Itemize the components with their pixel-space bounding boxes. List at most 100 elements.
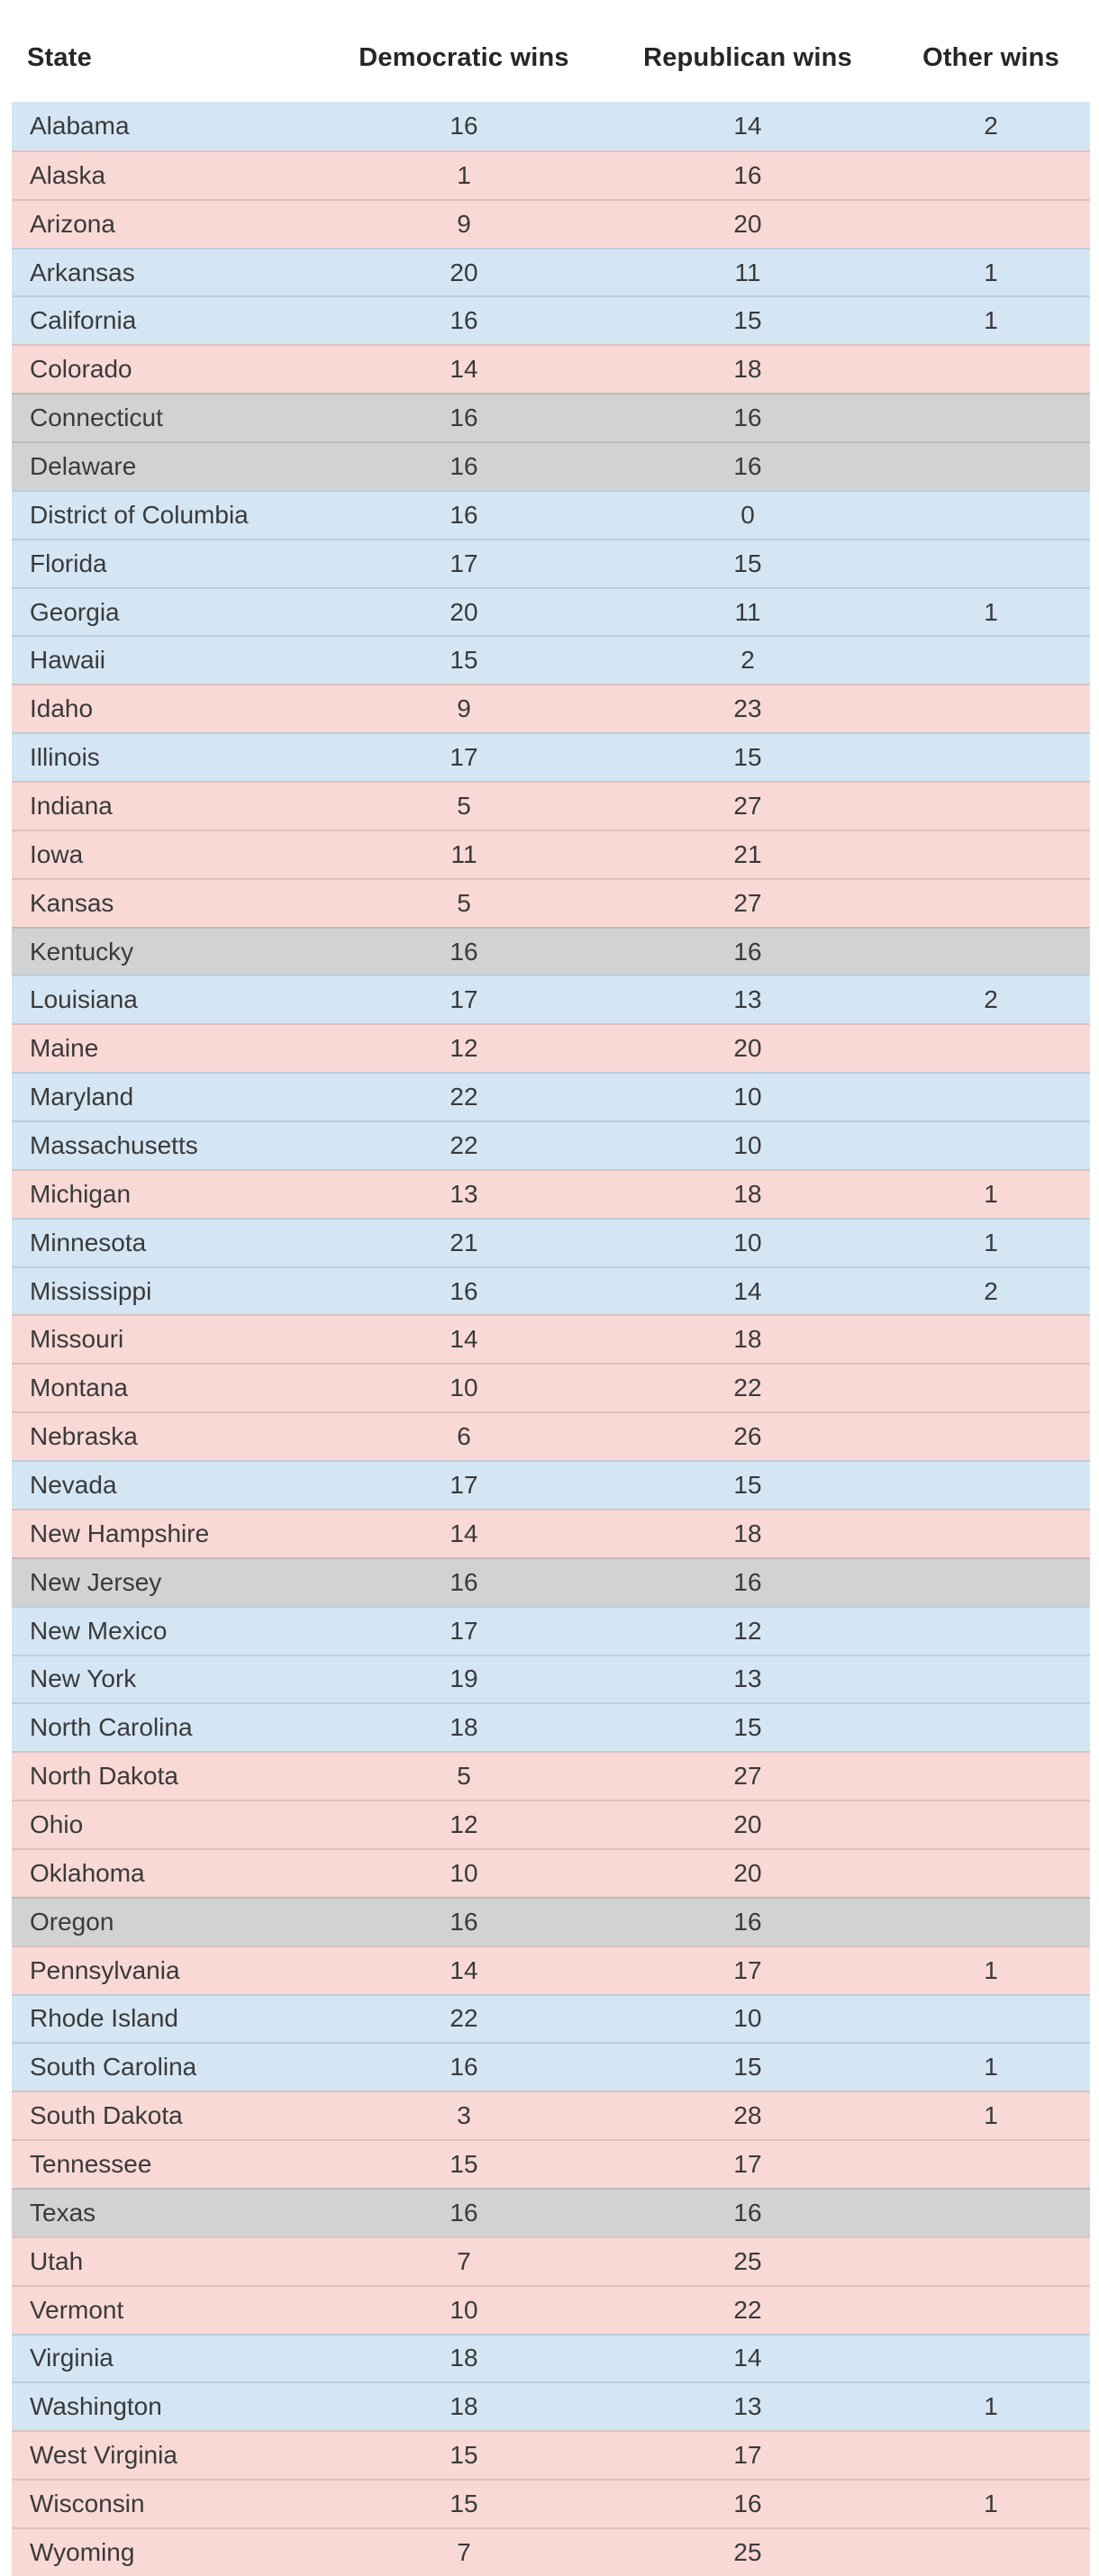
republican-wins-cell: 16 xyxy=(733,2490,762,2518)
state-cell: New Mexico xyxy=(30,1616,168,1645)
other-wins-cell: 1 xyxy=(984,306,998,335)
state-cell: North Dakota xyxy=(30,1762,178,1791)
democratic-wins-cell: 6 xyxy=(457,1422,471,1451)
state-cell: Tennessee xyxy=(30,2150,152,2179)
table-row: Kentucky 16 16 xyxy=(12,926,1090,975)
republican-wins-cell: 18 xyxy=(733,1519,762,1547)
other-wins-cell: 2 xyxy=(984,111,998,140)
democratic-wins-cell: 9 xyxy=(457,209,471,238)
republican-wins-cell: 22 xyxy=(733,2295,762,2324)
democratic-wins-cell: 5 xyxy=(457,1762,471,1791)
state-cell: Nevada xyxy=(30,1470,117,1499)
democratic-wins-cell: 17 xyxy=(450,985,478,1014)
republican-wins-column-header: Republican wins xyxy=(643,43,852,72)
other-wins-cell: 1 xyxy=(984,2053,998,2082)
democratic-wins-cell: 15 xyxy=(450,2150,478,2179)
table-row: Texas 16 16 xyxy=(12,2187,1090,2236)
democratic-wins-cell: 16 xyxy=(450,306,478,335)
table-row: Hawaii 15 2 xyxy=(12,635,1090,685)
republican-wins-cell: 18 xyxy=(733,1325,762,1354)
democratic-wins-cell: 16 xyxy=(450,1907,478,1936)
state-cell: Idaho xyxy=(30,694,94,723)
table-row: Wisconsin 15 16 1 xyxy=(12,2479,1090,2527)
state-cell: Maine xyxy=(30,1034,99,1063)
other-wins-cell: 1 xyxy=(984,597,998,626)
state-cell: Massachusetts xyxy=(30,1130,198,1159)
democratic-wins-cell: 14 xyxy=(450,1519,478,1547)
republican-wins-cell: 17 xyxy=(733,2441,762,2470)
table-row: Oregon 16 16 xyxy=(12,1896,1090,1946)
republican-wins-cell: 13 xyxy=(733,1664,762,1693)
state-cell: Florida xyxy=(30,549,107,577)
democratic-wins-cell: 16 xyxy=(450,2198,478,2227)
democratic-wins-cell: 1 xyxy=(457,160,471,189)
democratic-wins-cell: 16 xyxy=(450,1276,478,1305)
republican-wins-cell: 16 xyxy=(733,1567,762,1596)
state-cell: Kansas xyxy=(30,888,114,917)
democratic-wins-cell: 16 xyxy=(450,404,478,432)
republican-wins-cell: 10 xyxy=(733,2004,762,2033)
republican-wins-cell: 15 xyxy=(733,306,762,335)
table-row: Illinois 17 15 xyxy=(12,732,1090,782)
table-row: Vermont 10 22 xyxy=(12,2284,1090,2334)
republican-wins-cell: 27 xyxy=(733,791,762,820)
table-body: Alabama 16 14 2 Alaska 1 16 Arizona 9 20… xyxy=(0,102,1099,2576)
republican-wins-cell: 16 xyxy=(733,451,762,480)
table-row: Rhode Island 22 10 xyxy=(12,1993,1090,2043)
democratic-wins-cell: 15 xyxy=(450,2441,478,2470)
table-row: Arkansas 20 11 1 xyxy=(12,247,1090,296)
state-cell: New Jersey xyxy=(30,1567,162,1596)
democratic-wins-cell: 20 xyxy=(450,597,478,626)
democratic-wins-cell: 16 xyxy=(450,111,478,140)
republican-wins-cell: 28 xyxy=(733,2101,762,2130)
republican-wins-cell: 10 xyxy=(733,1130,762,1159)
state-cell: Kentucky xyxy=(30,937,134,966)
republican-wins-cell: 10 xyxy=(733,1083,762,1111)
table-row: Kansas 5 27 xyxy=(12,877,1090,927)
state-cell: Illinois xyxy=(30,743,100,772)
state-cell: Oklahoma xyxy=(30,1858,145,1887)
democratic-wins-cell: 3 xyxy=(457,2101,471,2130)
state-cell: Nebraska xyxy=(30,1422,138,1451)
democratic-wins-cell: 22 xyxy=(450,1083,478,1111)
table-row: Florida 17 15 xyxy=(12,538,1090,587)
other-wins-cell: 2 xyxy=(984,1276,998,1305)
table-header: State Democratic wins Republican wins Ot… xyxy=(12,0,1090,102)
state-cell: North Carolina xyxy=(30,1713,193,1742)
table-row: Oklahoma 10 20 xyxy=(12,1847,1090,1897)
state-cell: Missouri xyxy=(30,1325,124,1354)
state-cell: Maryland xyxy=(30,1083,134,1111)
table-row: Maine 12 20 xyxy=(12,1023,1090,1073)
democratic-wins-cell: 17 xyxy=(450,1470,478,1499)
republican-wins-cell: 20 xyxy=(733,209,762,238)
table-row: Washington 18 13 1 xyxy=(12,2381,1090,2431)
democratic-wins-cell: 14 xyxy=(450,1955,478,1984)
state-cell: District of Columbia xyxy=(30,500,249,529)
table-row: North Carolina 18 15 xyxy=(12,1702,1090,1752)
table-row: Delaware 16 16 xyxy=(12,441,1090,490)
state-cell: New Hampshire xyxy=(30,1519,210,1547)
republican-wins-cell: 27 xyxy=(733,1762,762,1791)
republican-wins-cell: 11 xyxy=(734,258,761,286)
state-column-header: State xyxy=(27,43,92,72)
republican-wins-cell: 17 xyxy=(733,1955,762,1984)
state-cell: Colorado xyxy=(30,355,132,384)
state-cell: Minnesota xyxy=(30,1228,147,1256)
table-row: California 16 15 1 xyxy=(12,295,1090,345)
table-row: Louisiana 17 13 2 xyxy=(12,975,1090,1024)
republican-wins-cell: 18 xyxy=(733,1179,762,1208)
other-wins-cell: 1 xyxy=(984,258,998,286)
democratic-wins-cell: 18 xyxy=(450,2344,478,2372)
other-wins-cell: 1 xyxy=(984,1179,998,1208)
table-row: South Dakota 3 28 1 xyxy=(12,2091,1090,2140)
table-row: Nebraska 6 26 xyxy=(12,1411,1090,1461)
table-row: West Virginia 15 17 xyxy=(12,2430,1090,2480)
democratic-wins-cell: 14 xyxy=(450,1325,478,1354)
table-row: Nevada 17 15 xyxy=(12,1460,1090,1509)
republican-wins-cell: 14 xyxy=(733,111,762,140)
state-cell: Indiana xyxy=(30,791,113,820)
republican-wins-cell: 20 xyxy=(733,1034,762,1063)
table-row: North Dakota 5 27 xyxy=(12,1751,1090,1800)
table-row: New Jersey 16 16 xyxy=(12,1556,1090,1606)
